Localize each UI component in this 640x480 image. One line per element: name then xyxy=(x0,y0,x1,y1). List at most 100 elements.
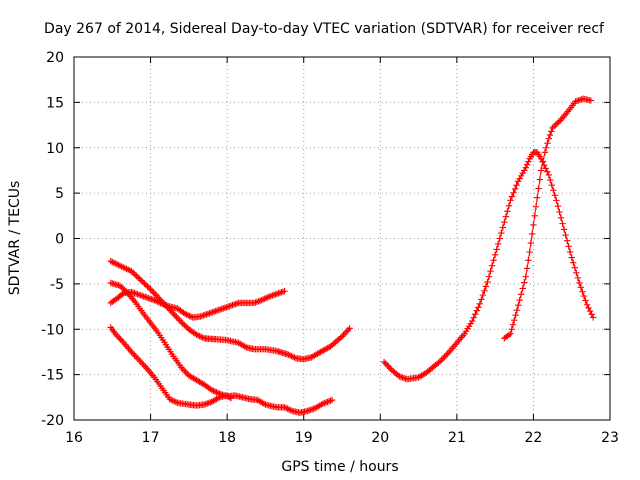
data-point xyxy=(566,248,574,256)
data-point xyxy=(589,314,597,321)
data-point xyxy=(517,291,525,298)
data-point xyxy=(545,171,552,179)
data-point xyxy=(184,312,192,319)
data-point xyxy=(498,229,505,237)
data-point xyxy=(541,149,549,156)
data-point xyxy=(214,395,222,402)
data-point xyxy=(210,387,217,394)
data-point xyxy=(327,397,334,404)
data-point xyxy=(288,352,295,360)
data-point xyxy=(508,326,515,333)
data-point xyxy=(551,192,559,199)
data-point xyxy=(526,248,533,256)
data-point xyxy=(585,304,592,312)
x-tick-label: 19 xyxy=(295,430,313,446)
data-point xyxy=(528,230,536,238)
data-point xyxy=(513,181,520,189)
data-point xyxy=(573,269,580,277)
x-tick-label: 21 xyxy=(448,430,466,446)
x-tick-label: 18 xyxy=(218,430,236,446)
data-point xyxy=(213,389,220,396)
data-point xyxy=(547,176,554,184)
data-point xyxy=(544,140,551,147)
data-point xyxy=(109,258,116,266)
data-point xyxy=(516,175,523,182)
data-point xyxy=(546,131,554,139)
data-point xyxy=(179,320,186,327)
series-line xyxy=(110,260,351,360)
series-arc-6 xyxy=(501,95,595,342)
data-point xyxy=(555,118,562,126)
series-line xyxy=(383,151,594,380)
data-point xyxy=(281,287,288,295)
data-point xyxy=(586,307,594,315)
data-point xyxy=(168,396,175,404)
data-point xyxy=(112,260,119,267)
data-point xyxy=(476,300,484,308)
data-point xyxy=(199,334,206,341)
data-point xyxy=(325,398,333,405)
data-point xyxy=(282,404,290,412)
data-point xyxy=(552,121,559,129)
data-point xyxy=(484,278,491,286)
x-tick-label: 16 xyxy=(65,430,83,446)
data-point xyxy=(139,278,147,286)
data-point xyxy=(491,251,499,259)
series-arc-5 xyxy=(380,149,597,383)
data-point xyxy=(542,165,549,172)
grid-layer xyxy=(74,57,610,420)
data-point xyxy=(172,398,180,406)
data-point xyxy=(211,388,219,395)
y-tick-label: -15 xyxy=(41,368,64,384)
data-point xyxy=(583,301,591,308)
data-point xyxy=(152,297,160,305)
data-point xyxy=(264,294,271,301)
data-point xyxy=(182,323,189,330)
data-point xyxy=(574,274,582,282)
data-point xyxy=(576,279,583,287)
data-point xyxy=(286,352,294,359)
data-point xyxy=(186,312,193,320)
data-point xyxy=(513,306,521,314)
data-point xyxy=(512,311,519,319)
x-tick-label: 23 xyxy=(601,430,619,446)
data-point xyxy=(532,203,540,210)
data-point xyxy=(487,267,494,275)
data-point xyxy=(539,158,547,165)
data-point xyxy=(537,167,545,174)
data-point xyxy=(505,331,513,339)
data-point xyxy=(227,395,235,402)
data-point xyxy=(281,404,288,411)
data-point xyxy=(553,197,560,204)
data-point xyxy=(151,297,158,304)
data-point xyxy=(514,178,522,185)
x-tick-label: 22 xyxy=(525,430,543,446)
data-point xyxy=(530,221,537,229)
data-point xyxy=(545,135,552,142)
data-point xyxy=(504,208,511,215)
data-point xyxy=(519,169,526,177)
y-tick-label: 15 xyxy=(46,95,64,111)
y-tick-label: 10 xyxy=(46,141,64,157)
y-tick-label: -20 xyxy=(41,413,64,429)
data-point xyxy=(507,197,514,204)
data-point xyxy=(285,351,292,358)
x-tick-label: 20 xyxy=(371,430,389,446)
data-point xyxy=(321,399,328,407)
data-point xyxy=(522,273,529,280)
data-point xyxy=(525,257,532,264)
series-arc-1 xyxy=(107,257,353,363)
x-tick-label: 17 xyxy=(142,430,160,446)
data-point xyxy=(478,296,485,303)
data-point xyxy=(261,295,268,302)
data-point xyxy=(472,310,479,318)
data-point xyxy=(550,123,558,130)
x-axis-label: GPS time / hours xyxy=(281,459,398,475)
data-point xyxy=(516,297,523,304)
data-point xyxy=(511,316,518,324)
data-point xyxy=(291,354,298,361)
data-point xyxy=(110,259,118,266)
data-point xyxy=(495,240,502,248)
data-point xyxy=(324,398,331,406)
